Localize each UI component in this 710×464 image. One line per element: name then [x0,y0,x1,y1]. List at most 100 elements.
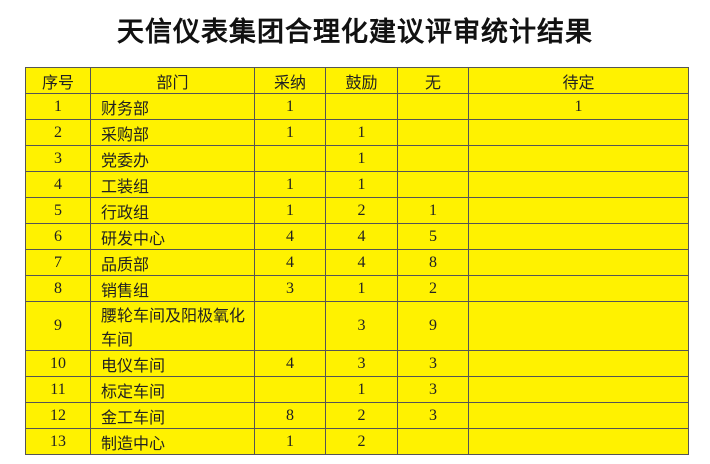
cell-department: 金工车间 [90,402,255,429]
table-row: 3 党委办 1 [25,145,689,172]
cell-none: 2 [397,275,469,302]
cell-index: 3 [25,145,91,172]
cell-none: 3 [397,376,469,403]
cell-encouraged: 3 [325,350,398,377]
cell-none: 9 [397,301,469,351]
cell-encouraged: 1 [325,119,398,146]
cell-pending [468,275,689,302]
cell-index: 2 [25,119,91,146]
cell-pending [468,376,689,403]
table-row: 8 销售组 3 1 2 [25,275,689,302]
cell-index: 1 [25,93,91,120]
cell-index: 4 [25,171,91,198]
cell-index: 13 [25,428,91,455]
cell-index: 6 [25,223,91,250]
table-row: 5 行政组 1 2 1 [25,197,689,224]
page-title: 天信仪表集团合理化建议评审统计结果 [117,17,593,48]
cell-none [397,171,469,198]
header-col-encouraged: 鼓励 [325,67,398,94]
cell-none [397,145,469,172]
cell-index: 8 [25,275,91,302]
cell-adopted: 1 [254,428,326,455]
cell-department: 销售组 [90,275,255,302]
header-col-adopted: 采纳 [254,67,326,94]
cell-department: 腰轮车间及阳极氧化车间 [90,301,255,351]
cell-index: 7 [25,249,91,276]
cell-encouraged: 3 [325,301,398,351]
cell-encouraged: 4 [325,223,398,250]
cell-encouraged: 1 [325,145,398,172]
cell-pending [468,428,689,455]
cell-department: 品质部 [90,249,255,276]
cell-adopted: 4 [254,249,326,276]
cell-encouraged: 2 [325,197,398,224]
cell-adopted: 3 [254,275,326,302]
cell-adopted: 1 [254,93,326,120]
table-row: 2 采购部 1 1 [25,119,689,146]
cell-adopted: 1 [254,119,326,146]
cell-pending [468,197,689,224]
cell-encouraged: 1 [325,376,398,403]
table-row: 11 标定车间 1 3 [25,376,689,403]
cell-index: 5 [25,197,91,224]
table-row: 7 品质部 4 4 8 [25,249,689,276]
cell-department: 党委办 [90,145,255,172]
cell-department: 财务部 [90,93,255,120]
table-row: 9 腰轮车间及阳极氧化车间 3 9 [25,301,689,351]
cell-none: 1 [397,197,469,224]
cell-pending [468,402,689,429]
cell-encouraged: 2 [325,428,398,455]
cell-department: 采购部 [90,119,255,146]
cell-department: 电仪车间 [90,350,255,377]
cell-adopted: 1 [254,171,326,198]
table-row: 10 电仪车间 4 3 3 [25,350,689,377]
cell-encouraged: 4 [325,249,398,276]
cell-adopted [254,145,326,172]
table-header: 序号 部门 采纳 鼓励无待定 [25,67,689,94]
cell-adopted: 4 [254,350,326,377]
cell-pending [468,301,689,351]
cell-pending [468,145,689,172]
cell-pending [468,223,689,250]
cell-encouraged: 1 [325,275,398,302]
cell-adopted [254,301,326,351]
cell-department: 行政组 [90,197,255,224]
cell-pending [468,171,689,198]
results-table: 序号 部门 采纳 鼓励无待定 1 财务部 1 1 2 采购部 1 1 3 党委办 1 4 工装组 1 1 5 行政组 1… [25,67,689,455]
cell-encouraged: 2 [325,402,398,429]
cell-pending: 1 [468,93,689,120]
cell-pending [468,249,689,276]
cell-adopted: 1 [254,197,326,224]
cell-none: 8 [397,249,469,276]
cell-none [397,93,469,120]
cell-none: 3 [397,402,469,429]
cell-encouraged: 1 [325,171,398,198]
cell-index: 11 [25,376,91,403]
table-row: 4 工装组 1 1 [25,171,689,198]
cell-pending [468,350,689,377]
cell-adopted [254,376,326,403]
cell-index: 12 [25,402,91,429]
cell-department: 工装组 [90,171,255,198]
cell-adopted: 8 [254,402,326,429]
cell-adopted: 4 [254,223,326,250]
cell-none: 3 [397,350,469,377]
table-row: 13 制造中心 1 2 [25,428,689,455]
cell-index: 10 [25,350,91,377]
cell-none [397,428,469,455]
cell-department: 研发中心 [90,223,255,250]
header-col-index: 序号 [25,67,91,94]
cell-none: 5 [397,223,469,250]
cell-department: 标定车间 [90,376,255,403]
cell-department: 制造中心 [90,428,255,455]
header-col-none: 无 [397,67,469,94]
cell-pending [468,119,689,146]
cell-index: 9 [25,301,91,351]
table-row: 12 金工车间 8 2 3 [25,402,689,429]
cell-none [397,119,469,146]
cell-encouraged [325,93,398,120]
table-row: 1 财务部 1 1 [25,93,689,120]
header-col-department: 部门 [90,67,255,94]
table-row: 6 研发中心 4 4 5 [25,223,689,250]
header-col-pending: 待定 [468,67,689,94]
